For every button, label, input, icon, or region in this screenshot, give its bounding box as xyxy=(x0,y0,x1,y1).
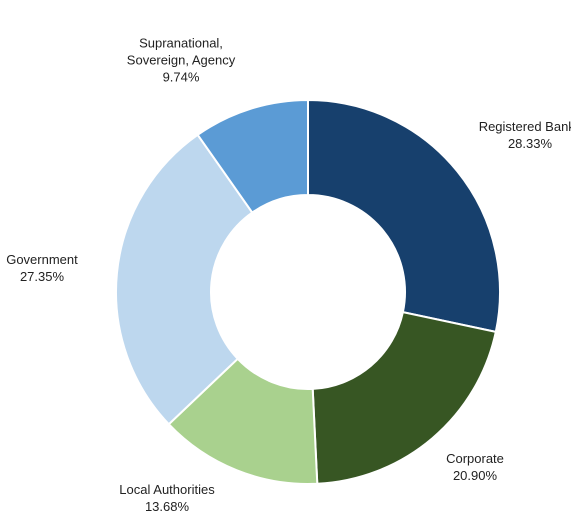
category-label: Registered Banks xyxy=(478,119,571,134)
category-label: Corporate xyxy=(446,451,504,466)
slice-label: Corporate 20.90% xyxy=(415,450,535,484)
category-label: Local Authorities xyxy=(119,482,215,497)
donut-slice xyxy=(196,98,309,214)
category-label: Government xyxy=(6,252,78,267)
donut-slice xyxy=(115,133,254,426)
slice-label: Supranational, Sovereign, Agency 9.74% xyxy=(126,35,236,86)
value-label: 13.68% xyxy=(144,499,190,514)
donut-slice xyxy=(311,310,497,485)
category-label: Supranational, Sovereign, Agency xyxy=(126,35,236,68)
value-label: 20.90% xyxy=(452,468,498,483)
value-label: 9.74% xyxy=(162,69,200,85)
value-label: 27.35% xyxy=(19,269,65,284)
slice-label: Registered Banks 28.33% xyxy=(460,118,571,152)
slice-label: Government 27.35% xyxy=(0,251,92,285)
slice-label: Local Authorities 13.68% xyxy=(97,481,237,515)
donut-slice xyxy=(307,98,501,334)
value-label: 28.33% xyxy=(507,136,553,151)
